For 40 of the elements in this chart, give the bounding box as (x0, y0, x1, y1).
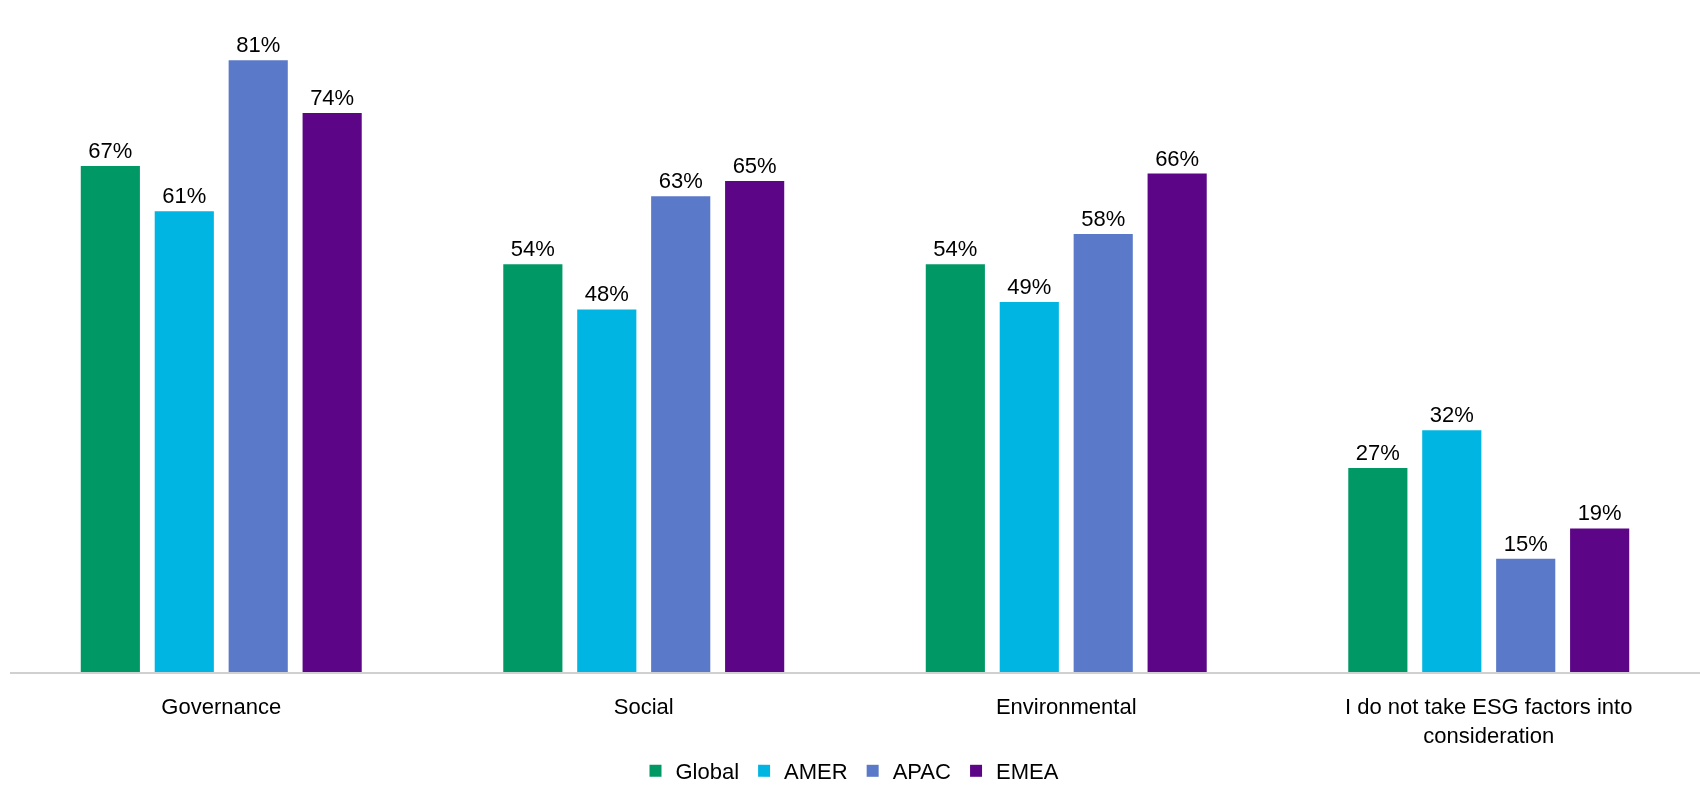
bar (1422, 430, 1482, 672)
bar (577, 309, 637, 672)
data-label: 49% (1007, 273, 1052, 299)
data-label: 74% (310, 85, 355, 111)
data-label: 32% (1429, 402, 1474, 428)
bar (1496, 558, 1556, 672)
x-tick-label: Environmental (995, 693, 1137, 719)
x-tick-label: I do not take ESG factors into consideration (1345, 693, 1633, 748)
data-label: 48% (584, 281, 629, 307)
bar (503, 264, 563, 672)
bar (228, 60, 288, 672)
data-label: 54% (933, 236, 978, 262)
data-label: 54% (510, 236, 555, 262)
bar (999, 301, 1059, 672)
legend-label: AMER (784, 759, 848, 785)
data-label: 66% (1155, 145, 1200, 171)
data-label: 81% (236, 32, 281, 58)
x-tick-label: Governance (161, 693, 282, 719)
legend-label: EMEA (996, 759, 1059, 785)
data-label: 15% (1503, 530, 1548, 556)
data-label: 61% (162, 183, 207, 209)
bar (1147, 173, 1207, 672)
x-tick-label: Social (613, 693, 674, 719)
bar (925, 264, 985, 672)
data-label: 65% (732, 153, 777, 179)
bar (154, 211, 214, 672)
legend-label: Global (675, 759, 740, 785)
legend-label: APAC (892, 759, 952, 785)
bar (302, 113, 362, 672)
data-label: 67% (88, 137, 133, 163)
bar (80, 165, 140, 672)
bar (725, 181, 785, 672)
data-label: 19% (1577, 500, 1622, 526)
data-label: 27% (1355, 440, 1400, 466)
data-label: 58% (1081, 205, 1126, 231)
data-label: 63% (658, 168, 703, 194)
bar (1073, 233, 1133, 672)
bar (1570, 528, 1630, 672)
bar (651, 196, 711, 672)
bar (1348, 468, 1408, 672)
